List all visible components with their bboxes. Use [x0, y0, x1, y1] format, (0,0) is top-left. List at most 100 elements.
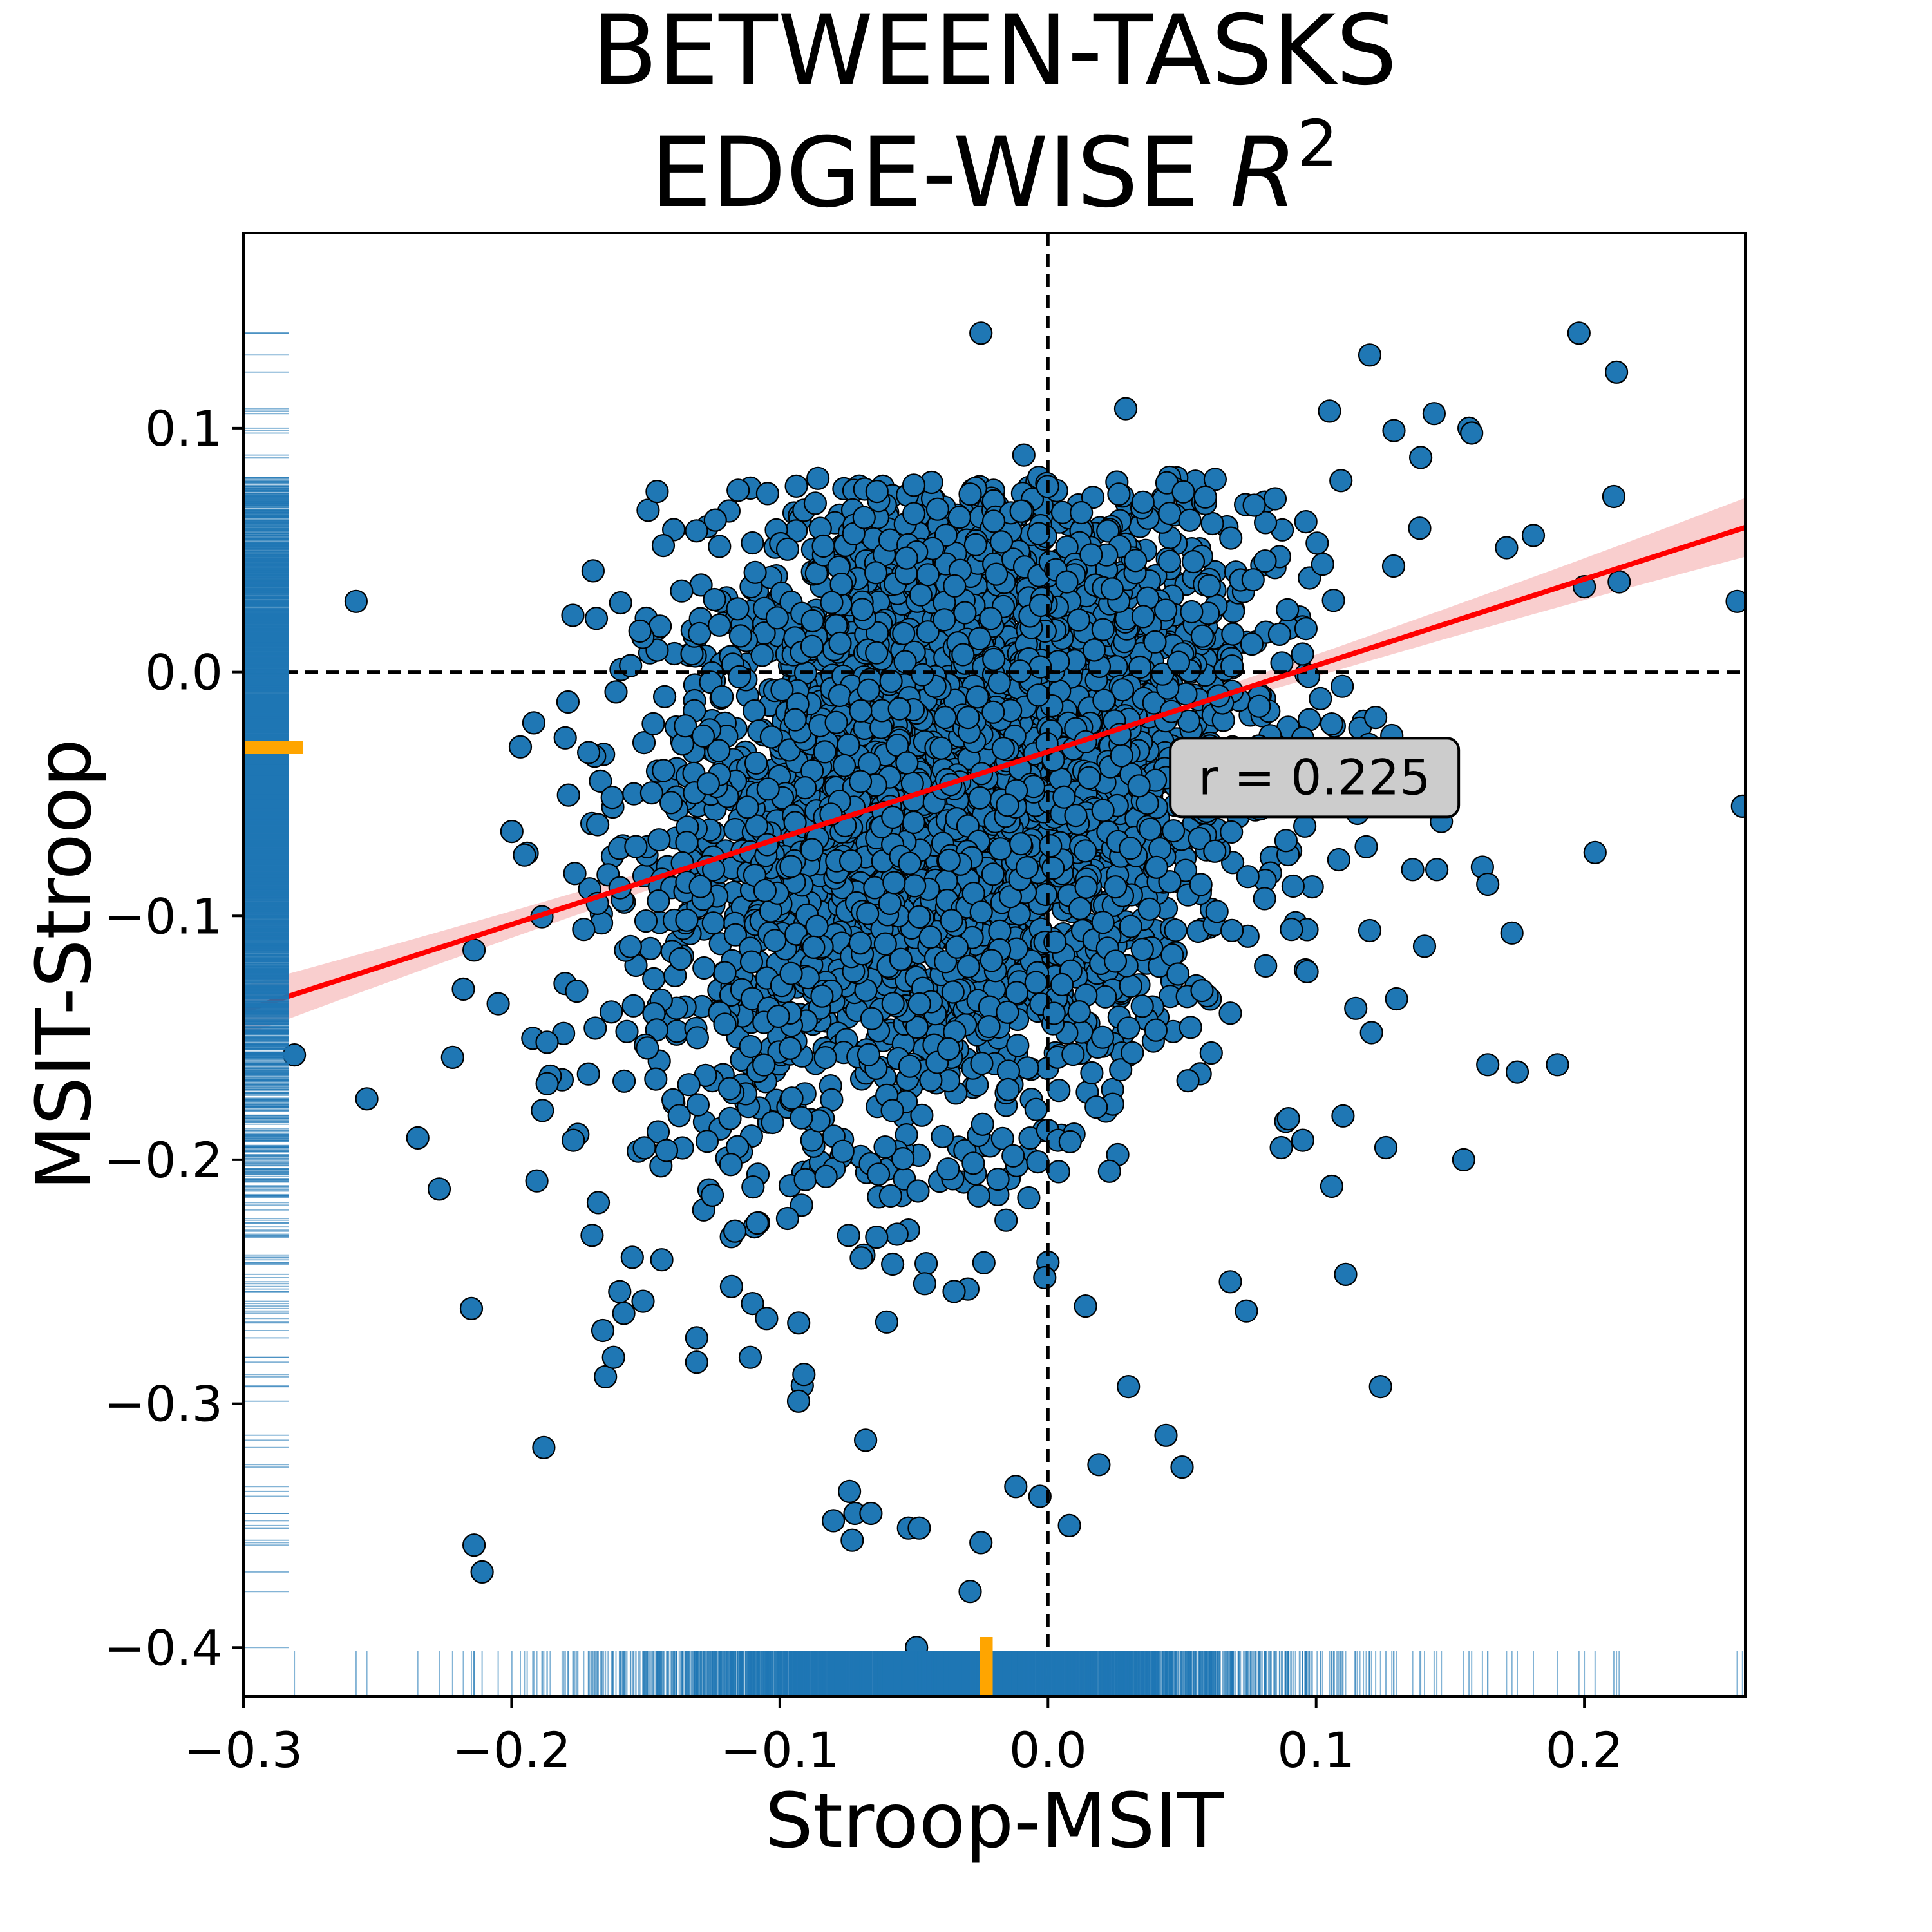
- data-point: [873, 1135, 897, 1159]
- data-point: [984, 562, 1009, 586]
- data-point: [615, 1019, 639, 1043]
- data-point: [1144, 1018, 1168, 1042]
- data-point: [1153, 598, 1178, 622]
- data-point: [803, 491, 828, 515]
- data-point: [986, 1167, 1010, 1191]
- data-point: [710, 685, 734, 709]
- data-point: [513, 843, 536, 867]
- data-point: [700, 1183, 724, 1208]
- data-point: [743, 560, 767, 584]
- data-point: [752, 1053, 776, 1077]
- data-point: [947, 506, 972, 529]
- data-point: [969, 321, 993, 345]
- data-point: [800, 838, 824, 862]
- data-point: [659, 791, 683, 815]
- data-point: [1103, 949, 1128, 973]
- data-point: [763, 929, 787, 952]
- data-point: [906, 1179, 930, 1203]
- data-point: [703, 587, 726, 612]
- data-point: [880, 1099, 904, 1122]
- data-point: [940, 909, 963, 933]
- data-point: [756, 777, 780, 801]
- data-point: [856, 902, 880, 925]
- data-point: [1061, 1042, 1085, 1066]
- data-point: [1041, 856, 1065, 880]
- data-point: [1368, 1375, 1392, 1399]
- data-point: [1097, 1159, 1121, 1183]
- data-point: [793, 1168, 817, 1191]
- data-point: [1124, 549, 1148, 573]
- data-point: [969, 900, 993, 924]
- data-point: [1176, 1068, 1200, 1093]
- data-point: [852, 506, 876, 529]
- data-point: [1158, 501, 1182, 526]
- data-point: [885, 1222, 909, 1246]
- data-point: [811, 534, 835, 558]
- data-point: [1077, 766, 1101, 790]
- data-point: [991, 737, 1015, 761]
- data-point: [968, 786, 992, 810]
- data-point: [686, 1093, 710, 1117]
- data-point: [1293, 814, 1317, 838]
- data-point: [1220, 918, 1244, 943]
- data-point: [1218, 1270, 1242, 1294]
- data-point: [462, 938, 486, 962]
- data-point: [1546, 1053, 1569, 1077]
- data-point: [969, 1531, 993, 1555]
- data-point: [972, 1251, 996, 1274]
- data-point: [696, 772, 721, 796]
- data-point: [859, 1501, 883, 1526]
- data-point: [805, 914, 829, 938]
- data-point: [1521, 524, 1546, 547]
- data-point: [726, 597, 750, 621]
- data-point: [1247, 694, 1271, 718]
- data-point: [688, 875, 712, 898]
- data-point: [918, 925, 942, 949]
- data-point: [355, 1087, 379, 1111]
- data-point: [933, 705, 957, 730]
- data-point: [1091, 799, 1115, 822]
- data-point: [1281, 874, 1305, 898]
- data-point: [1074, 875, 1098, 899]
- data-point: [1170, 1455, 1194, 1479]
- data-point: [1291, 1128, 1315, 1152]
- data-point: [1190, 624, 1215, 648]
- data-point: [1004, 1475, 1028, 1499]
- data-point: [1090, 1025, 1115, 1049]
- data-point: [585, 813, 610, 837]
- data-point: [735, 795, 759, 819]
- data-point: [967, 627, 992, 650]
- data-point: [853, 1428, 878, 1452]
- data-point: [728, 665, 752, 689]
- data-point: [723, 1219, 747, 1243]
- data-point: [1087, 1453, 1111, 1477]
- data-point: [1199, 1041, 1223, 1065]
- data-point: [1128, 655, 1152, 679]
- data-point: [1131, 490, 1155, 514]
- data-point: [1294, 509, 1318, 534]
- data-point: [1130, 938, 1154, 961]
- data-point: [1164, 918, 1188, 942]
- data-point: [821, 1509, 846, 1533]
- data-point: [996, 1000, 1019, 1024]
- data-point: [1005, 981, 1029, 1005]
- data-point: [745, 1211, 770, 1235]
- data-point: [1166, 962, 1190, 986]
- data-point: [486, 992, 510, 1016]
- data-point: [620, 1245, 644, 1269]
- data-point: [965, 685, 989, 709]
- data-point: [1157, 549, 1182, 573]
- data-point: [621, 994, 645, 1018]
- data-point: [806, 466, 830, 490]
- data-point: [765, 606, 790, 630]
- data-point: [576, 1062, 600, 1086]
- data-point: [1425, 858, 1449, 882]
- data-point: [1476, 872, 1500, 896]
- data-point: [832, 753, 857, 777]
- data-point: [1094, 985, 1117, 1009]
- data-point: [1242, 493, 1266, 517]
- data-point: [1219, 526, 1243, 550]
- data-point: [647, 889, 670, 913]
- data-point: [631, 1289, 655, 1313]
- data-point: [790, 1106, 813, 1130]
